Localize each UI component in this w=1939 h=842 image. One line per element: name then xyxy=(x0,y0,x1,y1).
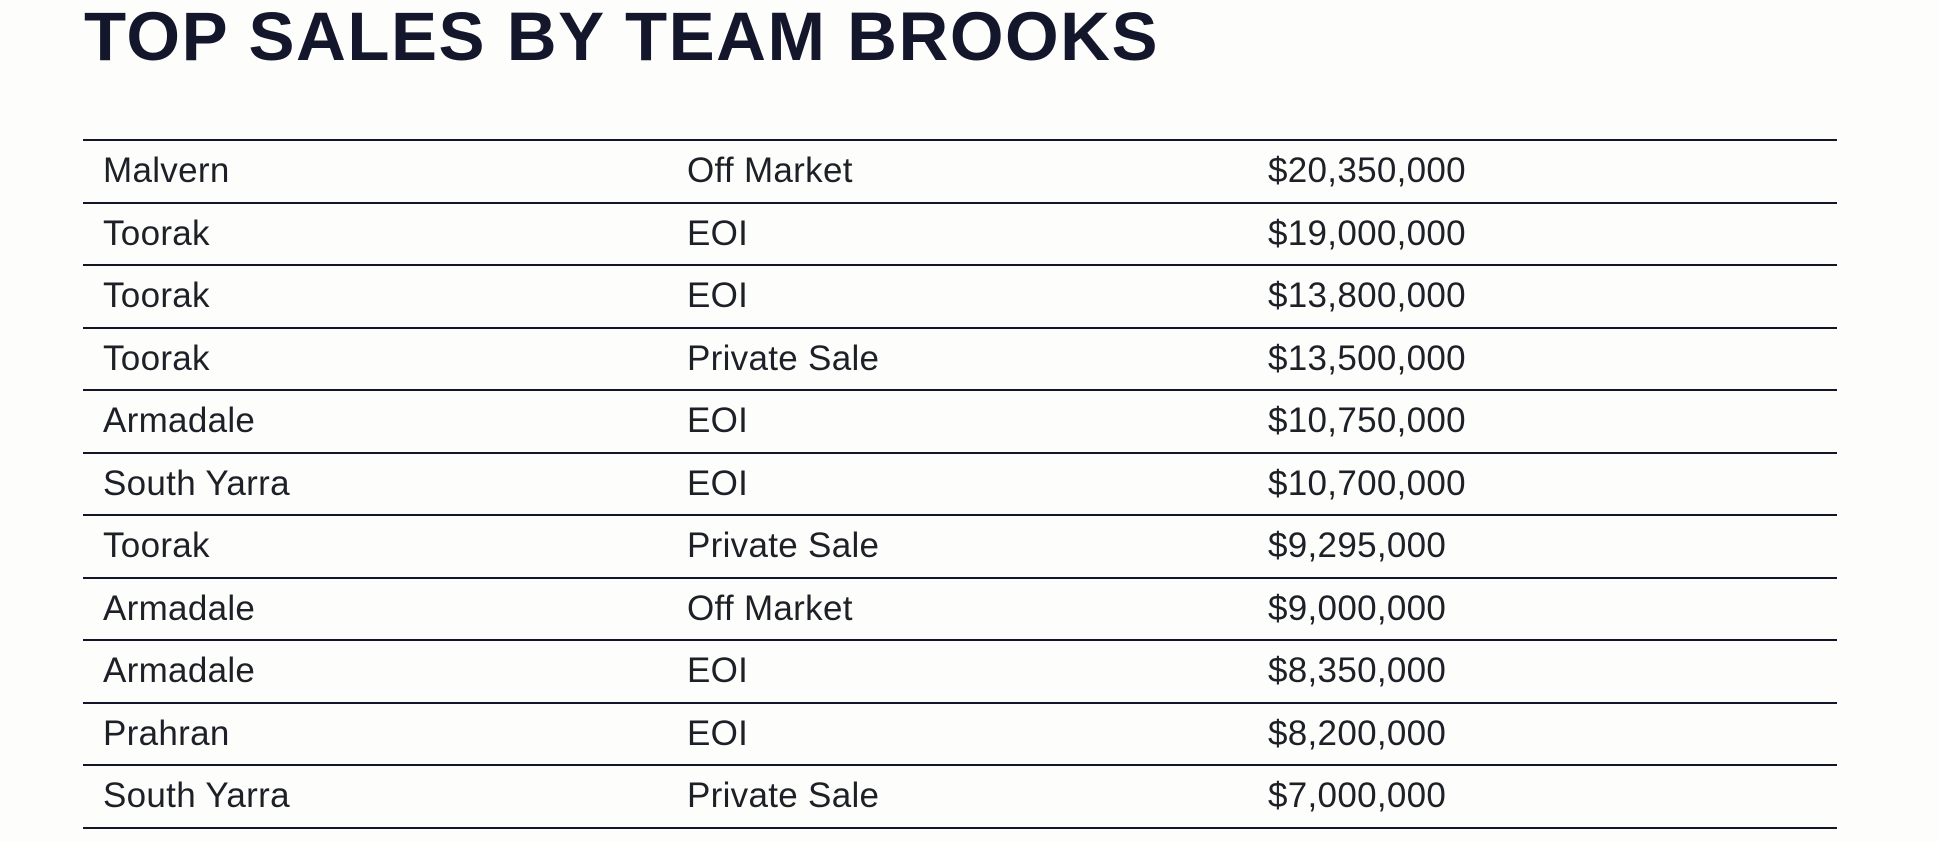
sale-method-cell: EOI xyxy=(687,401,749,441)
price-cell: $10,750,000 xyxy=(1268,401,1466,441)
suburb-cell: Toorak xyxy=(103,213,210,253)
suburb-cell: Malvern xyxy=(103,151,230,191)
sale-method-cell: Off Market xyxy=(687,588,853,628)
table-row: Armadale EOI $8,350,000 xyxy=(83,639,1837,702)
table-row: Toorak Private Sale $13,500,000 xyxy=(83,326,1837,390)
suburb-cell: Armadale xyxy=(103,651,256,691)
suburb-cell: Toorak xyxy=(103,526,210,566)
table-row: Toorak EOI $19,000,000 xyxy=(83,201,1837,265)
price-cell: $10,700,000 xyxy=(1268,463,1466,503)
sale-method-cell: EOI xyxy=(687,276,749,316)
suburb-cell: Prahran xyxy=(103,713,230,753)
sale-method-cell: EOI xyxy=(687,651,749,691)
table-row: South Yarra EOI $10,700,000 xyxy=(83,451,1837,515)
sale-method-cell: EOI xyxy=(687,213,749,253)
suburb-cell: South Yarra xyxy=(103,776,290,816)
price-cell: $19,000,000 xyxy=(1268,213,1466,253)
suburb-cell: Armadale xyxy=(103,588,256,628)
table-row: Armadale EOI $10,750,000 xyxy=(83,389,1837,452)
suburb-cell: Toorak xyxy=(103,276,210,316)
suburb-cell: South Yarra xyxy=(103,463,290,503)
table-row: Prahran EOI $8,200,000 xyxy=(83,701,1837,765)
sale-method-cell: EOI xyxy=(687,713,749,753)
table-row: Toorak Private Sale $9,295,000 xyxy=(83,514,1837,577)
sale-method-cell: EOI xyxy=(687,463,749,503)
suburb-cell: Toorak xyxy=(103,338,210,378)
top-sales-table: Malvern Off Market $20,350,000 Toorak EO… xyxy=(83,139,1837,829)
sale-method-cell: Private Sale xyxy=(687,338,880,378)
sale-method-cell: Private Sale xyxy=(687,776,880,816)
price-cell: $8,350,000 xyxy=(1268,651,1447,691)
price-cell: $7,000,000 xyxy=(1268,776,1447,816)
price-cell: $13,500,000 xyxy=(1268,338,1466,378)
price-cell: $13,800,000 xyxy=(1268,276,1466,316)
sale-method-cell: Off Market xyxy=(687,151,853,191)
page-title: TOP SALES BY TEAM BROOKS xyxy=(84,0,1160,75)
price-cell: $9,000,000 xyxy=(1268,588,1447,628)
price-cell: $8,200,000 xyxy=(1268,713,1447,753)
table-row: Toorak EOI $13,800,000 xyxy=(83,264,1837,327)
price-cell: $20,350,000 xyxy=(1268,151,1466,191)
table-row: Armadale Off Market $9,000,000 xyxy=(83,576,1837,640)
table-row: Malvern Off Market $20,350,000 xyxy=(83,139,1837,202)
suburb-cell: Armadale xyxy=(103,401,256,441)
sale-method-cell: Private Sale xyxy=(687,526,880,566)
table-row: South Yarra Private Sale $7,000,000 xyxy=(83,764,1837,827)
price-cell: $9,295,000 xyxy=(1268,526,1447,566)
